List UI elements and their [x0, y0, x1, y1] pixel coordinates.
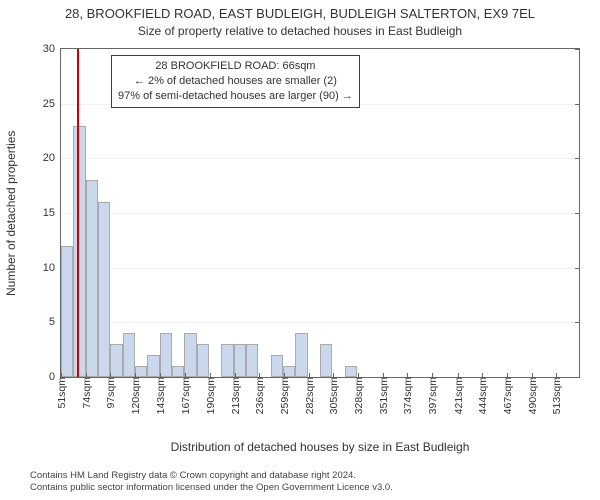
y-tick-label: 5 — [49, 316, 61, 328]
histogram-bar — [197, 344, 209, 377]
histogram-bar — [98, 202, 110, 377]
attribution-line-1: Contains HM Land Registry data © Crown c… — [30, 470, 590, 482]
histogram-bar — [160, 333, 172, 377]
y-tick-mark — [575, 213, 580, 214]
annotation-box: 28 BROOKFIELD ROAD: 66sqm← 2% of detache… — [111, 55, 360, 108]
gridline-horizontal — [61, 268, 579, 269]
x-tick-label: 236sqm — [252, 377, 266, 414]
histogram-bar — [184, 333, 196, 377]
gridline-horizontal — [61, 158, 579, 159]
histogram-bar — [271, 355, 283, 377]
attribution-line-2: Contains public sector information licen… — [30, 482, 590, 494]
x-tick-label: 421sqm — [451, 377, 465, 414]
x-axis-label: Distribution of detached houses by size … — [60, 440, 580, 454]
y-tick-label: 25 — [43, 98, 61, 110]
annotation-line: ← 2% of detached houses are smaller (2) — [118, 74, 353, 89]
gridline-horizontal — [61, 322, 579, 323]
y-tick-mark — [575, 158, 580, 159]
x-tick-label: 97sqm — [103, 377, 117, 409]
histogram-bar — [135, 366, 147, 377]
y-tick-mark — [575, 268, 580, 269]
histogram-bar — [110, 344, 122, 377]
histogram-bar — [172, 366, 184, 377]
y-axis-label: Number of detached properties — [4, 48, 18, 378]
gridline-horizontal — [61, 213, 579, 214]
y-tick-mark — [575, 104, 580, 105]
x-tick-label: 513sqm — [549, 377, 563, 414]
x-tick-label: 120sqm — [128, 377, 142, 414]
x-tick-label: 490sqm — [525, 377, 539, 414]
x-tick-label: 167sqm — [178, 377, 192, 414]
x-tick-label: 444sqm — [475, 377, 489, 414]
histogram-bar — [320, 344, 332, 377]
histogram-bar — [61, 246, 73, 377]
y-tick-mark — [575, 322, 580, 323]
histogram-bar — [73, 126, 85, 377]
x-tick-label: 397sqm — [425, 377, 439, 414]
histogram-bar — [345, 366, 357, 377]
annotation-line: 97% of semi-detached houses are larger (… — [118, 89, 353, 104]
y-tick-label: 10 — [43, 262, 61, 274]
x-tick-label: 190sqm — [203, 377, 217, 414]
page-title-main: 28, BROOKFIELD ROAD, EAST BUDLEIGH, BUDL… — [0, 6, 600, 21]
y-tick-label: 20 — [43, 152, 61, 164]
x-tick-label: 51sqm — [54, 377, 68, 409]
x-tick-label: 282sqm — [302, 377, 316, 414]
y-tick-label: 15 — [43, 207, 61, 219]
x-tick-label: 74sqm — [79, 377, 93, 409]
histogram-bar — [246, 344, 258, 377]
x-tick-label: 374sqm — [400, 377, 414, 414]
histogram-bar — [86, 180, 98, 377]
histogram-bar — [147, 355, 159, 377]
histogram-bar — [123, 333, 135, 377]
x-tick-label: 467sqm — [500, 377, 514, 414]
histogram-bar — [221, 344, 233, 377]
x-tick-label: 143sqm — [153, 377, 167, 414]
y-tick-mark — [575, 377, 580, 378]
y-tick-mark — [575, 49, 580, 50]
attribution-text: Contains HM Land Registry data © Crown c… — [30, 470, 590, 494]
x-tick-label: 328sqm — [351, 377, 365, 414]
y-tick-label: 30 — [43, 43, 61, 55]
x-tick-label: 259sqm — [277, 377, 291, 414]
x-tick-label: 305sqm — [326, 377, 340, 414]
x-tick-label: 213sqm — [228, 377, 242, 414]
property-marker-line — [77, 49, 79, 377]
page-title-sub: Size of property relative to detached ho… — [0, 24, 600, 38]
histogram-bar — [295, 333, 307, 377]
histogram-plot-area: 05101520253051sqm74sqm97sqm120sqm143sqm1… — [60, 48, 580, 378]
annotation-line: 28 BROOKFIELD ROAD: 66sqm — [118, 59, 353, 74]
x-tick-label: 351sqm — [376, 377, 390, 414]
